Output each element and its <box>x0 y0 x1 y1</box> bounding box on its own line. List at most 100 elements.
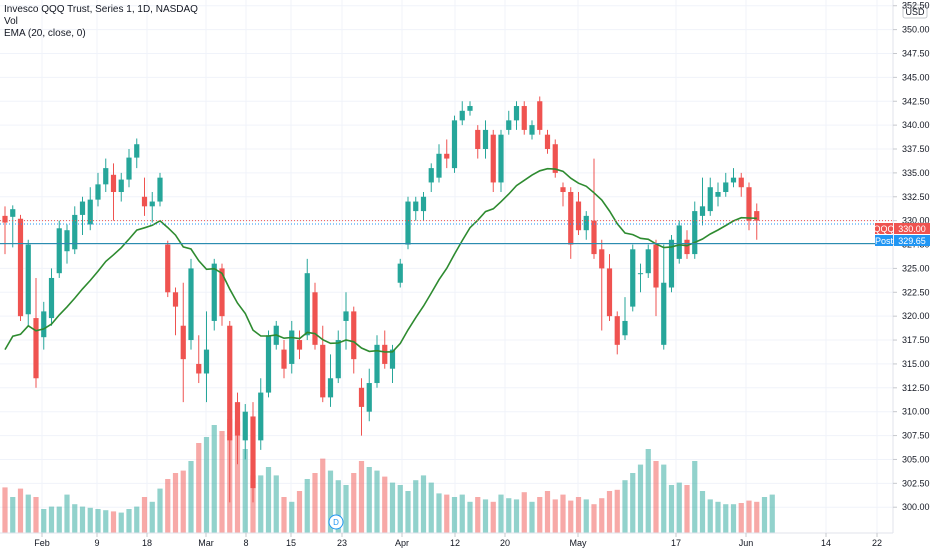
legend-ema[interactable]: EMA (20, close, 0) <box>4 28 86 39</box>
y-tick-label: 322.50 <box>902 287 930 297</box>
y-tick-label: 300.00 <box>902 502 930 512</box>
candle-body <box>738 177 744 188</box>
volume-bar <box>676 482 682 533</box>
volume-bar <box>219 431 225 533</box>
volume-bar <box>692 461 698 533</box>
candle-body <box>41 311 47 338</box>
volume-bar <box>358 461 365 533</box>
candle-body <box>521 106 527 130</box>
x-tick-label: 22 <box>872 538 882 548</box>
candle-body <box>126 157 132 180</box>
candle <box>227 320 233 503</box>
post-price-label: 329.65 <box>898 236 926 246</box>
volume-bar <box>366 467 372 533</box>
candle-body <box>428 168 434 183</box>
chart-legend: Invesco QQQ Trust, Series 1, 1D, NASDAQ … <box>4 4 198 40</box>
candle <box>754 203 760 240</box>
candle-body <box>699 206 706 216</box>
candle <box>79 196 86 235</box>
volume-bar <box>242 449 248 533</box>
grid-lines <box>0 0 893 533</box>
volume-bar <box>250 475 256 533</box>
candle-body <box>172 292 179 307</box>
candle <box>149 191 155 223</box>
candle-body <box>730 177 737 183</box>
volume-bar <box>10 497 16 533</box>
candle-body <box>568 191 574 245</box>
candle-body <box>312 292 318 345</box>
currency-badge[interactable] <box>902 4 928 19</box>
candle <box>676 220 682 264</box>
candle-body <box>591 220 597 255</box>
volume-bar <box>606 491 613 533</box>
volume-bar <box>312 473 318 533</box>
candle <box>645 244 651 278</box>
candle-body <box>506 120 512 130</box>
volume-bar <box>211 425 217 533</box>
candle-body <box>196 363 202 374</box>
candle <box>746 182 752 231</box>
price-axis[interactable]: USD 300.00 302.50 305.00 307.50 310.00 312.50… <box>892 0 932 533</box>
volume-bar <box>17 488 24 533</box>
candle <box>17 214 24 321</box>
candle-body <box>475 129 481 150</box>
candle-body <box>467 106 473 111</box>
volume-bar <box>203 437 210 533</box>
y-tick-label: 345.00 <box>902 72 930 82</box>
candle <box>351 306 357 374</box>
volume-bar <box>48 506 55 533</box>
candle-body <box>723 182 729 192</box>
candle-body <box>289 330 295 364</box>
legend-title[interactable]: Invesco QQQ Trust, Series 1, 1D, NASDAQ <box>4 4 198 15</box>
candle <box>591 158 597 259</box>
volume-bar <box>103 510 109 533</box>
volume-bar <box>397 485 403 533</box>
volume-bar <box>296 491 303 533</box>
volume-bar <box>575 497 582 533</box>
volume-bar <box>413 480 419 533</box>
x-tick-label: 14 <box>821 538 831 548</box>
x-tick-label: Feb <box>34 538 50 548</box>
volume-bar <box>506 498 512 533</box>
volume-bars <box>2 419 775 533</box>
candle-body <box>87 199 93 225</box>
candle <box>95 172 101 207</box>
candle-body <box>227 325 233 441</box>
candle-body <box>72 214 78 250</box>
time-axis[interactable]: Feb 9 18 Mar 8 15 23 Apr 12 20 May 17 Jun 14 22 <box>0 532 932 550</box>
y-tick-label: 302.50 <box>902 478 930 488</box>
candle <box>335 330 341 384</box>
candle <box>560 182 566 207</box>
candle-body <box>599 249 605 269</box>
candle-body <box>25 244 31 315</box>
candle <box>118 172 124 202</box>
candle <box>428 163 434 192</box>
x-tick-label: Jun <box>739 538 754 548</box>
candle <box>110 163 117 221</box>
legend-volume[interactable]: Vol <box>4 16 18 27</box>
volume-bar <box>436 493 442 533</box>
candle-body <box>405 201 411 245</box>
candle <box>413 196 419 221</box>
volume-bar <box>180 470 186 533</box>
candle <box>622 297 628 341</box>
y-tick-label: 342.50 <box>902 96 930 106</box>
candle <box>451 115 458 173</box>
candle <box>72 206 78 255</box>
candle <box>552 139 558 178</box>
candle-body <box>606 268 613 317</box>
volume-bar <box>2 487 8 533</box>
candle-body <box>537 101 543 130</box>
volume-bar <box>583 499 589 533</box>
candle-body <box>436 153 442 178</box>
dividend-marker[interactable]: D <box>328 514 344 530</box>
candle <box>715 182 721 207</box>
volume-bar <box>521 492 527 533</box>
volume-bar <box>715 501 721 533</box>
y-tick-label: 317.50 <box>902 335 930 345</box>
volume-bar <box>684 485 690 533</box>
candle <box>258 378 264 450</box>
volume-bar <box>172 473 179 533</box>
candle <box>475 125 481 159</box>
